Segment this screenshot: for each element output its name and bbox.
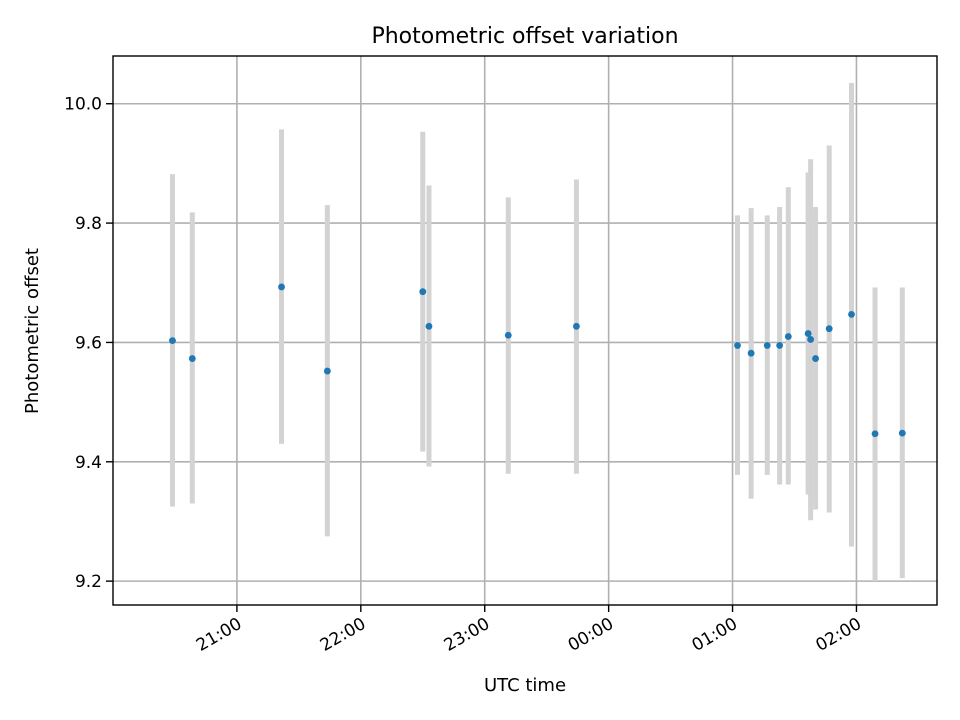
data-point <box>188 355 196 362</box>
data-point <box>871 430 879 438</box>
x-axis-ticks: 21:00 22:00 23:00 00:00 01:00 02:00 <box>193 605 865 656</box>
x-axis-label: UTC time <box>484 675 566 696</box>
y-tick-label: 9.6 <box>75 333 102 353</box>
data-point <box>784 333 792 340</box>
data-point <box>734 342 741 349</box>
x-tick-label: 01:00 <box>689 614 741 656</box>
data-point <box>323 367 331 375</box>
data-point <box>278 283 285 291</box>
y-tick-label: 10.0 <box>64 95 102 115</box>
x-tick-label: 23:00 <box>441 614 493 656</box>
data-point <box>776 342 784 349</box>
x-tick-label: 02:00 <box>813 614 865 656</box>
data-point <box>425 322 433 330</box>
x-tick-label: 21:00 <box>193 614 245 656</box>
data-point <box>763 342 771 349</box>
y-tick-label: 9.8 <box>75 214 102 234</box>
data-point <box>747 349 755 357</box>
data-point <box>825 325 833 333</box>
data-point <box>419 288 427 296</box>
chart-title: Photometric offset variation <box>371 24 678 49</box>
plot-frame <box>112 55 938 606</box>
x-tick-label: 22:00 <box>317 614 369 656</box>
y-axis-ticks: 9.2 9.4 9.6 9.8 10.0 <box>64 95 113 592</box>
error-bars <box>169 82 905 582</box>
data-points <box>169 283 906 438</box>
data-point <box>169 337 176 345</box>
data-point <box>804 330 812 337</box>
x-tick-label: 00:00 <box>565 614 617 656</box>
data-point <box>504 331 512 339</box>
data-point <box>848 310 855 318</box>
data-point <box>807 336 815 343</box>
data-point <box>573 322 580 330</box>
data-point <box>898 429 906 437</box>
y-axis-label: Photometric offset <box>22 248 43 414</box>
grid-lines <box>113 56 937 605</box>
data-point <box>812 355 819 362</box>
y-tick-label: 9.2 <box>75 572 102 592</box>
y-tick-label: 9.4 <box>75 453 102 473</box>
